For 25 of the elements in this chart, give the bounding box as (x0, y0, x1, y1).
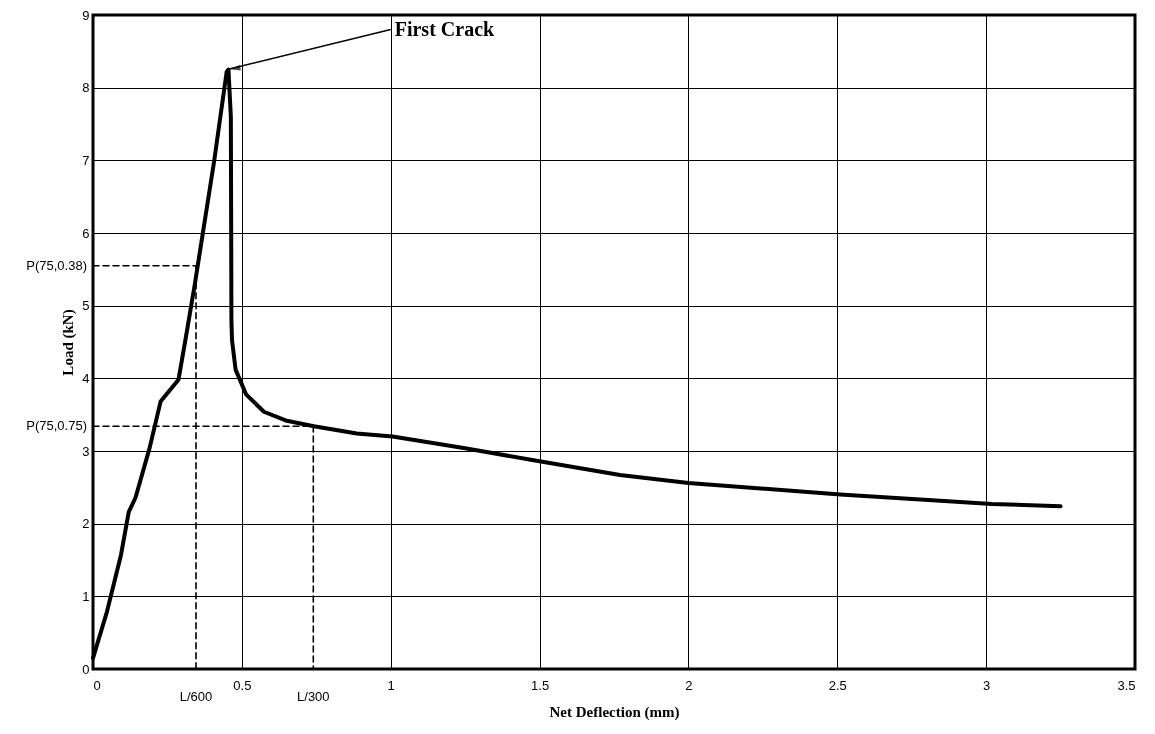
x-tick-label: 0.5 (233, 677, 252, 693)
y-tick-label: 0 (82, 661, 90, 677)
annotation: P(75,0.75) (26, 418, 87, 434)
y-tick-label: 9 (82, 7, 90, 23)
x-tick-label: 3.5 (1117, 677, 1136, 693)
y-tick-label: 6 (82, 225, 90, 241)
y-tick-label: 8 (82, 80, 90, 96)
x-axis-title: Net Deflection (mm) (549, 703, 680, 721)
x-tick-label: 1.5 (531, 677, 550, 693)
annotation: First Crack (394, 17, 496, 40)
x-tick-label: 2 (685, 677, 693, 693)
y-axis-title: Load (kN) (60, 309, 78, 376)
y-tick-label: 5 (82, 298, 90, 314)
annotation: P(75,0.38) (26, 257, 87, 273)
y-tick-label: 7 (82, 152, 90, 168)
x-tick-label: 0 (93, 677, 101, 693)
y-tick-label: 1 (82, 588, 90, 604)
y-tick-label: 3 (82, 443, 90, 459)
x-tick-label: 3 (983, 677, 991, 693)
annotation: L/600 (179, 689, 213, 704)
annotation: L/300 (297, 689, 330, 704)
y-tick-label: 2 (82, 516, 90, 532)
x-tick-label: 2.5 (828, 677, 847, 693)
y-tick-label: 4 (82, 370, 90, 386)
x-tick-label: 1 (387, 677, 395, 693)
